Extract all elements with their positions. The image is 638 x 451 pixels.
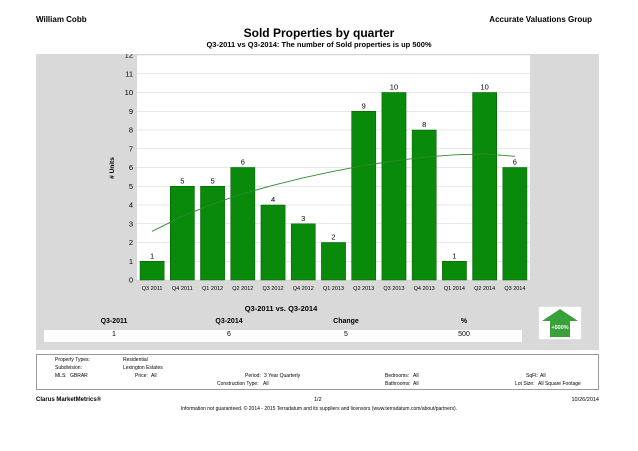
y-tick-label: 3 <box>129 219 133 228</box>
summary-value-percent: 500 <box>458 331 470 338</box>
sqft-label: SqFt: <box>526 373 538 379</box>
subdivision-value: Lexington Estates <box>123 365 163 371</box>
x-tick-label: Q1 2012 <box>202 286 223 292</box>
y-tick-label: 5 <box>129 182 133 191</box>
trend-line <box>151 153 515 232</box>
y-tick-label: 7 <box>129 144 133 153</box>
y-tick-label: 1 <box>129 257 133 266</box>
company-name: Accurate Valuations Group <box>489 15 592 24</box>
x-tick-label: Q1 2013 <box>323 286 344 292</box>
y-axis-label: # Units <box>109 157 116 179</box>
property-types-label: Property Types: <box>55 357 90 363</box>
subdivision-label: Subdivision: <box>55 365 82 371</box>
summary-value-end: 6 <box>227 331 231 338</box>
summary-header-change: Change <box>333 318 359 325</box>
summary-value-row: 1 6 5 500 <box>44 330 522 342</box>
page-number: 1/2 <box>314 397 322 403</box>
construction-type-label: Construction Type: <box>217 381 259 387</box>
y-tick-label: 4 <box>129 201 133 210</box>
data-label: 10 <box>390 83 398 92</box>
summary-value-start: 1 <box>112 331 116 338</box>
x-tick-label: Q2 2013 <box>353 286 374 292</box>
summary-header-end: Q3-2014 <box>215 318 243 325</box>
data-label: 6 <box>241 158 245 167</box>
report-title: Sold Properties by quarter <box>243 26 395 40</box>
y-tick-label: 2 <box>129 238 133 247</box>
x-tick-label: Q3 2013 <box>383 286 404 292</box>
period-value: 3 Year Quarterly <box>264 373 301 379</box>
lot-size-value: All Square Footage <box>538 381 581 387</box>
report-subtitle: Q3-2011 vs Q3-2014: The number of Sold p… <box>206 40 432 49</box>
summary-value-change: 5 <box>344 331 348 338</box>
up-arrow-icon: +500% <box>538 306 582 340</box>
lot-size-label: Lot Size: <box>515 381 535 387</box>
data-label: 5 <box>180 176 184 185</box>
y-tick-label: 8 <box>129 126 133 135</box>
bar <box>502 167 528 281</box>
y-tick-label: 12 <box>125 54 133 60</box>
bar <box>170 186 195 281</box>
mls-label: MLS: <box>55 373 67 379</box>
bar <box>321 242 346 281</box>
x-tick-label: Q3 2014 <box>504 286 525 292</box>
summary-header-percent: % <box>460 318 468 325</box>
bar <box>290 223 316 281</box>
x-tick-label: Q3 2011 <box>142 286 163 292</box>
y-tick-label: 6 <box>129 163 133 172</box>
y-tick-label: 10 <box>125 88 133 97</box>
data-label: 3 <box>301 214 305 223</box>
y-tick-label: 9 <box>129 107 133 116</box>
construction-type-value: All <box>263 381 269 387</box>
disclaimer: Information not guaranteed. © 2014 - 201… <box>180 406 458 412</box>
footer-brand: Clarus MarketMetrics® <box>36 397 102 403</box>
bathrooms-value: All <box>413 381 419 387</box>
summary-header-row: Q3-2011 Q3-2014 Change % <box>44 317 522 329</box>
sqft-value: All <box>540 373 546 379</box>
bedrooms-value: All <box>413 373 419 379</box>
bar <box>381 92 407 281</box>
x-tick-label: Q4 2012 <box>293 286 314 292</box>
data-label: 4 <box>271 195 275 204</box>
bedrooms-label: Bedrooms: <box>385 373 410 379</box>
change-badge-text: +500% <box>551 325 568 331</box>
y-tick-label: 11 <box>125 69 133 78</box>
data-label: 8 <box>422 120 426 129</box>
data-label: 9 <box>362 101 366 110</box>
y-tick-label: 0 <box>129 276 133 285</box>
x-tick-label: Q2 2012 <box>232 286 253 292</box>
x-tick-label: Q4 2011 <box>172 286 193 292</box>
data-label: 6 <box>513 158 517 167</box>
report-date: 10/26/2014 <box>571 397 599 403</box>
bar <box>442 261 467 281</box>
data-label: 10 <box>480 83 488 92</box>
bar <box>411 129 437 281</box>
data-label: 2 <box>331 233 335 242</box>
filter-criteria-box: Property Types: Residential Subdivision:… <box>36 354 599 390</box>
bar <box>260 204 286 281</box>
bar <box>230 167 256 281</box>
summary-header-start: Q3-2011 <box>100 318 128 325</box>
summary-table: Q3-2011 Q3-2014 Change % 1 6 5 500 <box>44 317 522 347</box>
period-label: Period: <box>245 373 261 379</box>
property-types-value: Residential <box>123 357 148 363</box>
bar <box>200 186 225 281</box>
x-tick-label: Q1 2014 <box>444 286 465 292</box>
price-value: All <box>151 373 157 379</box>
bar <box>472 92 497 281</box>
x-tick-label: Q2 2014 <box>474 286 495 292</box>
data-label: 1 <box>452 251 456 260</box>
mls-value: GBRAR <box>70 373 88 379</box>
summary-title: Q3-2011 vs. Q3-2014 <box>244 304 318 313</box>
bar <box>139 261 165 281</box>
bar <box>351 111 377 281</box>
data-label: 5 <box>210 176 214 185</box>
data-label: 1 <box>150 251 154 260</box>
bathrooms-label: Bathrooms: <box>385 381 411 387</box>
x-tick-label: Q4 2013 <box>414 286 435 292</box>
x-tick-label: Q3 2012 <box>262 286 283 292</box>
agent-name: William Cobb <box>36 15 87 24</box>
price-label: Price: <box>135 373 148 379</box>
